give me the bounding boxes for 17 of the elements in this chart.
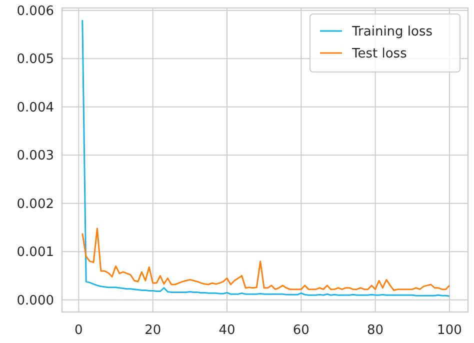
x-tick-label: 80 xyxy=(367,323,384,338)
x-tick-label: 20 xyxy=(144,323,162,338)
y-tick-label: 0.002 xyxy=(16,196,54,212)
x-tick-label: 40 xyxy=(218,323,236,338)
x-tick-label: 60 xyxy=(292,323,310,338)
y-tick-label: 0.005 xyxy=(16,52,54,68)
y-tick-label: 0.001 xyxy=(16,245,54,260)
line-series xyxy=(82,19,450,297)
line-series xyxy=(82,228,450,292)
y-tick-label: 0.006 xyxy=(16,4,54,19)
legend-label: Test loss xyxy=(351,46,408,62)
y-tick-label: 0.004 xyxy=(16,100,54,116)
legend-label: Training loss xyxy=(351,24,433,40)
y-tick-label: 0.000 xyxy=(16,293,54,308)
y-tick-label: 0.003 xyxy=(16,148,54,164)
x-tick-label: 0 xyxy=(74,323,83,338)
x-tick-label: 100 xyxy=(437,323,462,338)
